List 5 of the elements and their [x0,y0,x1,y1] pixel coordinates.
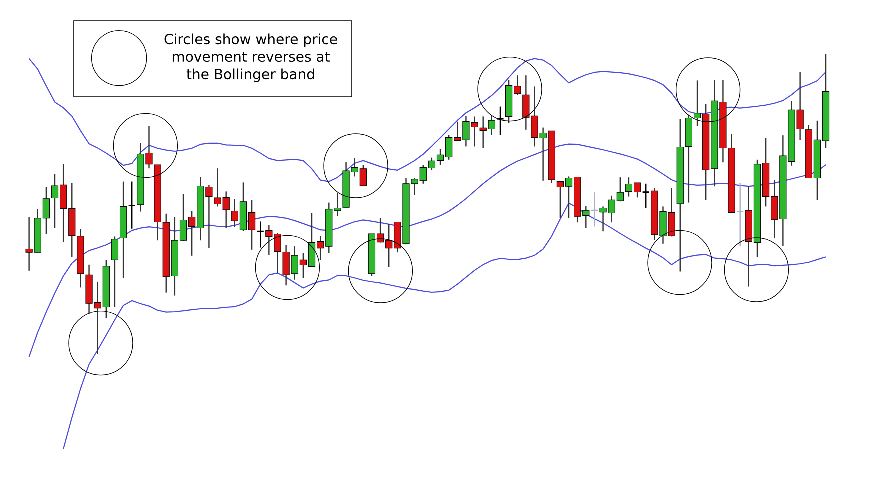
annotation: Circles show where price movement reverses at the Bollinger band [164,34,338,82]
candlestick [128,181,136,230]
candlestick [111,236,119,308]
candlestick [736,182,744,248]
candlestick [590,192,599,228]
